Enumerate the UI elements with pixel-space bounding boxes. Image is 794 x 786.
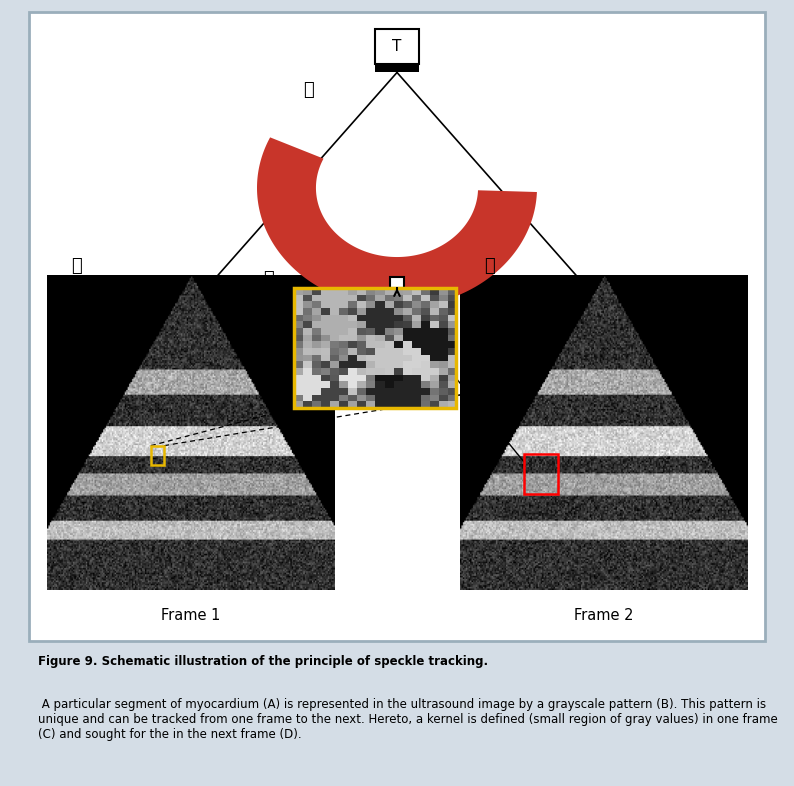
Bar: [375, 29, 419, 64]
Bar: [294, 288, 456, 408]
Text: T: T: [392, 39, 402, 54]
Text: Figure 9. Schematic illustration of the principle of speckle tracking.: Figure 9. Schematic illustration of the …: [38, 655, 488, 668]
Bar: [524, 454, 557, 494]
Text: Ⓐ: Ⓐ: [303, 82, 314, 99]
Bar: [151, 446, 164, 465]
Text: Ⓒ: Ⓒ: [71, 258, 82, 275]
Text: Ⓓ: Ⓓ: [484, 258, 495, 275]
Text: Frame 2: Frame 2: [573, 608, 633, 623]
Text: ?: ?: [477, 358, 487, 376]
Bar: [391, 277, 403, 288]
Bar: [375, 64, 419, 72]
Text: Ⓑ: Ⓑ: [263, 270, 273, 288]
Text: A particular segment of myocardium (A) is represented in the ultrasound image by: A particular segment of myocardium (A) i…: [38, 698, 778, 740]
Text: Frame 1: Frame 1: [161, 608, 221, 623]
Polygon shape: [257, 138, 537, 307]
